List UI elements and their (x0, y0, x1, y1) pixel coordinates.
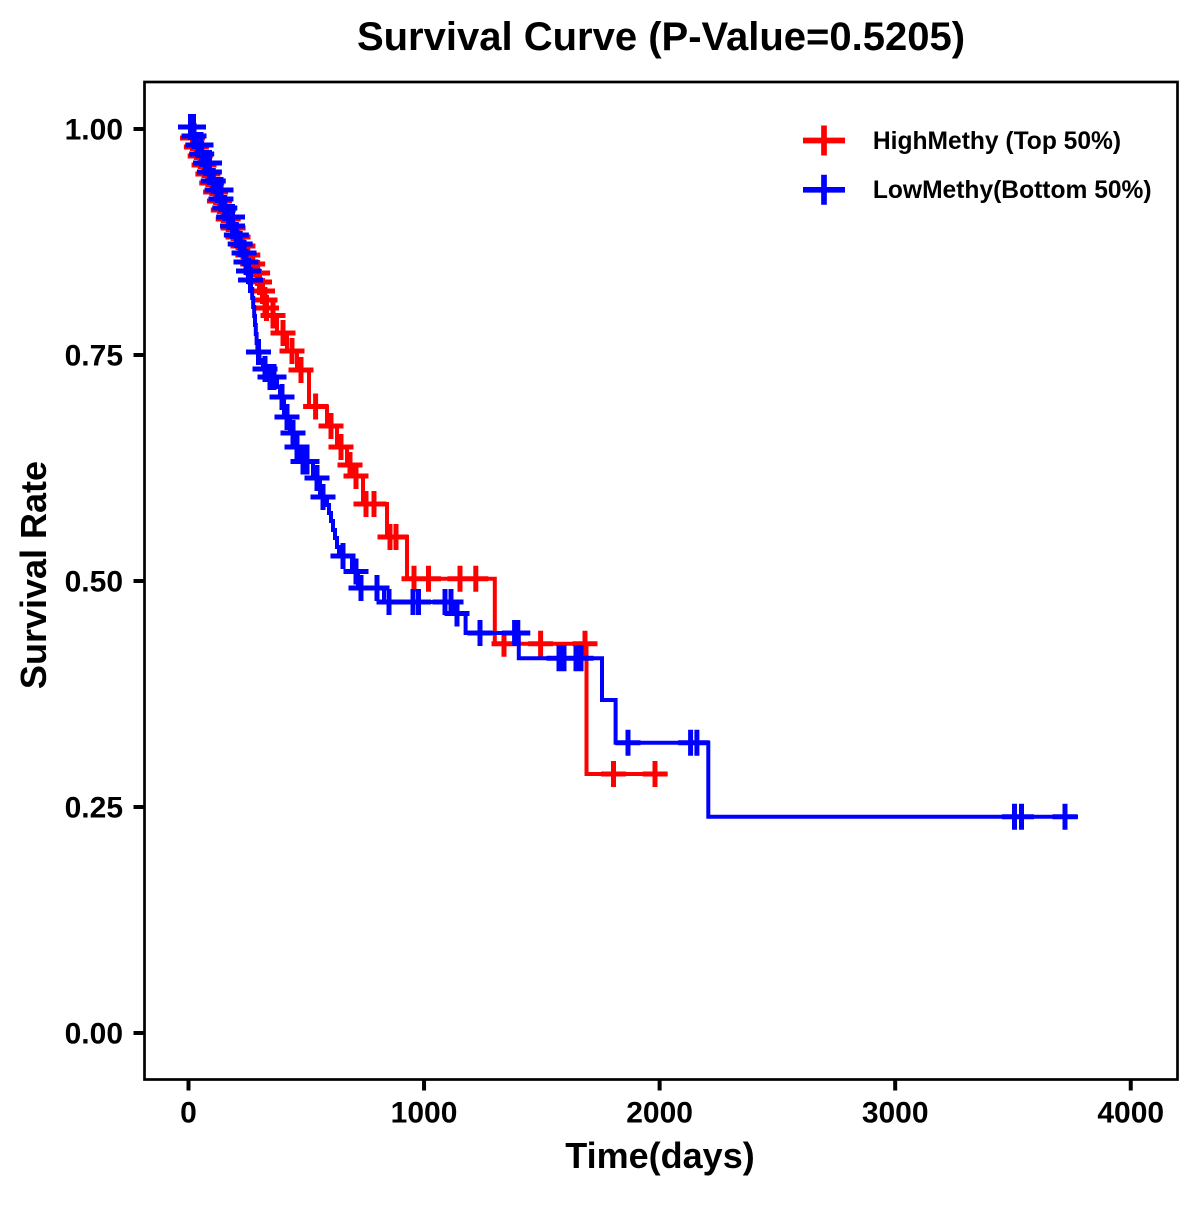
svg-text:1.00: 1.00 (65, 113, 123, 146)
svg-text:3000: 3000 (862, 1097, 929, 1130)
svg-text:Time(days): Time(days) (565, 1135, 754, 1176)
svg-text:2000: 2000 (626, 1097, 693, 1130)
svg-text:0.50: 0.50 (65, 565, 123, 598)
svg-text:0: 0 (180, 1097, 197, 1130)
svg-text:1000: 1000 (391, 1097, 458, 1130)
svg-text:0.25: 0.25 (65, 791, 123, 824)
svg-text:0.75: 0.75 (65, 339, 123, 372)
svg-text:0.00: 0.00 (65, 1017, 123, 1050)
svg-text:HighMethy (Top 50%): HighMethy (Top 50%) (873, 128, 1121, 155)
svg-text:Survival Curve (P-Value=0.5205: Survival Curve (P-Value=0.5205) (357, 15, 965, 59)
svg-text:Survival Rate: Survival Rate (13, 461, 54, 689)
svg-text:LowMethy(Bottom 50%): LowMethy(Bottom 50%) (873, 177, 1152, 204)
svg-text:4000: 4000 (1097, 1097, 1164, 1130)
